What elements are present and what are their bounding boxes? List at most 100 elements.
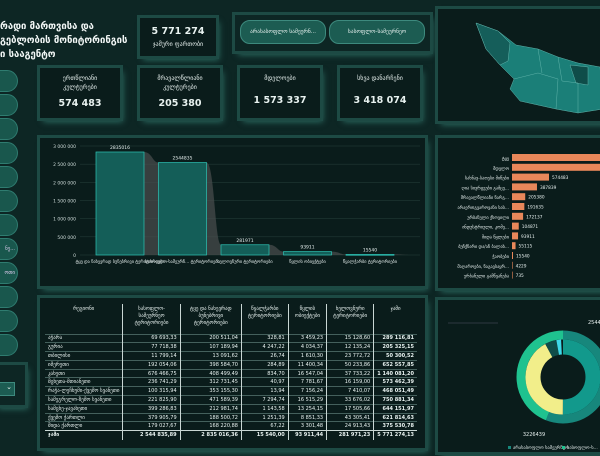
column-header[interactable]: წყალჭარბი ტერიტორიები [240,304,289,334]
column-header[interactable]: ხელოვნური ტერიტორიები [326,304,374,334]
table-cell: 676 466,75 [122,368,181,378]
data-label: 93911 [300,245,314,251]
table-cell: შიდა ქართლი [45,421,123,431]
sidebar-item[interactable] [0,118,18,140]
title-line: გებლობის მონიტორინგის [0,35,128,46]
land-use-hbar-chart: ტყე მდელო სახნავ-სათესი მიწები 574483 ღია სი… [438,138,600,288]
table-cell: 4 247,22 [240,342,289,352]
data-label: 574483 [552,175,569,181]
sidebar-item[interactable] [0,166,18,188]
table-cell: 13 254,15 [287,403,327,414]
map-region[interactable] [569,64,589,86]
kpi-label: სხვა დანარჩენი [357,75,403,82]
x-tick-label: წყლის ობიექტები [289,260,326,265]
table-cell: 573 462,39 [373,377,417,387]
sidebar-item[interactable] [0,214,18,236]
title-line: რადი მართვისა და [0,21,94,32]
data-label: 2835016 [110,145,130,151]
kpi-value: 574 483 [58,98,102,109]
bar [158,162,207,256]
land-cover-bar-chart: 0 500 000 1 000 000 1 500 000 2 000 000 2 500… [40,138,425,286]
table-cell: 1 610,30 [287,351,327,361]
table-row: აჭარა 69 693,33 200 511,04 328,81 3 459,23 15… [45,333,417,343]
sidebar-item[interactable] [0,310,18,332]
map-region[interactable] [475,22,511,66]
table-cell: 40,97 [240,377,289,387]
data-label: 172137 [526,214,543,220]
region-dropdown[interactable]: ⌄ [0,382,15,396]
sidebar-item[interactable] [0,94,18,116]
table-cell: 408 499,49 [179,368,242,378]
chevron-down-icon: ⌄ [6,383,12,391]
total-area-value: 5 771 274 [151,26,205,37]
table-cell: 281 971,23 [326,430,374,440]
hbar [512,154,600,161]
hbar [512,183,537,191]
table-row: მცხეთა-მთიანეთი 236 741,29 312 731,45 40,97… [45,377,417,387]
table-cell: 43 305,41 [326,412,374,422]
table-cell: 7 294,74 [240,395,289,405]
map-panel [438,9,600,121]
table-cell: 13 091,62 [179,351,242,361]
donut-segment [525,339,600,415]
table-cell: 205 325,15 [373,342,417,352]
bar [345,254,395,256]
table-cell: 37 733,22 [326,368,374,378]
table-cell: 834,70 [240,368,289,378]
table-cell: 69 693,33 [122,333,181,343]
column-header[interactable]: ჯამი [373,304,417,334]
hbar [512,212,524,220]
table-cell: ქვემო ქართლი [45,412,123,422]
sidebar-item[interactable]: ნე... [0,238,18,260]
column-header[interactable]: ტყე და ნახევრად ბუნებრივი ტერიტორიები [179,304,242,334]
trend-area [96,151,420,255]
table-cell: 7 781,67 [287,377,327,387]
table-cell: 379 905,79 [122,412,181,422]
table-cell: 2 544 835,89 [122,430,181,440]
total-row: ჯამი 2 544 835,89 2 835 016,36 15 540,00 93 … [45,430,417,440]
data-label: 15540 [363,247,377,253]
table-cell: 192 054,06 [122,359,181,370]
data-label: 281971 [236,238,253,244]
data-label: 104871 [522,224,539,230]
hbar [512,173,549,181]
hbar [512,242,516,250]
column-header[interactable]: წყლის ობიექტები [287,304,327,334]
y-tick-label: 2 000 000 [53,180,76,186]
table-cell: 11 400,34 [287,359,327,370]
sidebar-item[interactable] [0,334,18,356]
sidebar-item[interactable] [0,70,18,92]
table-cell: მცხეთა-მთიანეთი [45,377,123,387]
table-cell: 289 116,81 [373,333,417,343]
table-cell: სამცხე-ჯავახეთი [45,403,123,414]
georgia-map[interactable] [438,9,600,121]
kpi-value: 1 573 337 [253,95,307,106]
table-cell: სამეგრელო-ზემო სვანეთი [45,395,123,405]
table-row: ქვემო ქართლი 379 905,79 188 500,72 1 251,39… [45,412,417,422]
region-table: რეგიონი სასოფლო-სამეურნეო ტერიტორიები ტყე … [45,304,417,440]
table-cell: 188 500,72 [179,412,242,422]
category-label: ბუჩქნარი და/ან ბალახ... [458,244,509,250]
table-cell: 67,22 [240,421,289,431]
table-cell: 12 135,24 [326,342,374,352]
table-cell: 468 051,49 [373,386,417,396]
column-header[interactable]: სასოფლო-სამეურნეო ტერიტორიები [122,304,181,334]
filter-agricultural-button[interactable]: სასოფლო-სამეურნეო [329,20,425,44]
table-cell: 2 835 016,36 [179,430,242,440]
sidebar-item[interactable] [0,142,18,164]
y-tick-label: 2 500 000 [53,162,76,168]
sidebar-item[interactable]: ოთი [0,262,18,284]
table-cell: 33 676,02 [326,395,374,405]
table-cell: 11 799,14 [122,351,181,361]
category-label: ურბანული გამწვანება [464,275,509,280]
table-cell: 50 300,52 [373,351,417,361]
column-header[interactable]: რეგიონი [73,306,95,312]
legend-label: არასასოფლო სამეურნეო [513,444,569,451]
table-cell: 621 814,63 [373,412,417,422]
sidebar-item[interactable] [0,286,18,308]
filter-non-agricultural-button[interactable]: არასასოფლო სამეურნ... [240,20,326,44]
x-tick-label: სასოფლო-სამეურნ... ტერიტორიები [145,260,220,265]
table-row: კახეთი 676 466,75 408 499,49 834,70 16 547,0… [45,368,417,378]
table-cell: 200 511,04 [179,333,242,343]
sidebar-item[interactable] [0,190,18,212]
